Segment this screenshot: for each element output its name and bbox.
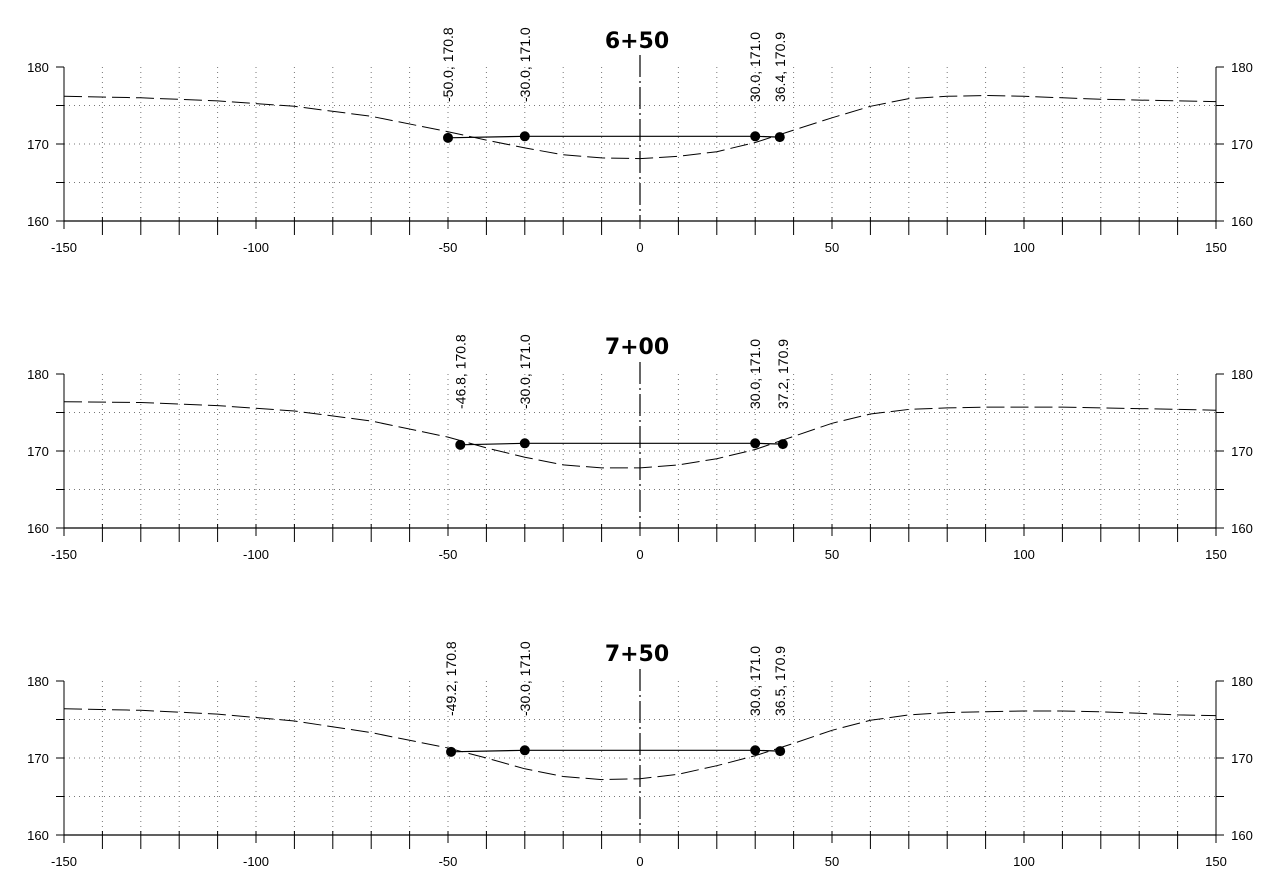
section-point (443, 132, 453, 143)
panel-plot: -150 -100 -50 0 50 100 150 160 160 170 170 180 180 -4… (27, 641, 1253, 869)
y-tick-label-left: 170 (27, 751, 49, 766)
y-tick-label-left: 160 (27, 828, 49, 843)
x-tick-label: -100 (243, 547, 269, 562)
y-tick-label-right: 160 (1231, 521, 1253, 536)
x-tick-label: 100 (1013, 547, 1035, 562)
section-point (774, 132, 785, 143)
section-point-label: -50.0, 170.8 (440, 27, 456, 102)
section-point-label: 30.0, 171.0 (747, 32, 763, 102)
x-tick-label: 50 (825, 240, 839, 255)
section-point-label: 36.4, 170.9 (772, 32, 788, 102)
x-tick-label: -150 (51, 547, 77, 562)
x-tick-label: 50 (825, 547, 839, 562)
x-tick-label: 100 (1013, 240, 1035, 255)
x-tick-label: 0 (636, 854, 643, 869)
y-tick-label-left: 160 (27, 214, 49, 229)
x-tick-label: -150 (51, 854, 77, 869)
panel-title: 7+00 (605, 335, 669, 360)
proposed-section-line (451, 749, 781, 753)
panel-plot: -150 -100 -50 0 50 100 150 160 160 170 170 180 180 -4… (27, 334, 1253, 562)
x-tick-label: 150 (1205, 240, 1227, 255)
cross-section-panel-3: 7+50 -150 -100 -50 0 50 100 150 160 160 170 170 180… (27, 641, 1253, 869)
y-tick-label-right: 180 (1231, 674, 1253, 689)
section-point-label: -46.8, 170.8 (452, 334, 468, 409)
x-tick-label: 150 (1205, 854, 1227, 869)
existing-ground-line (63, 401, 1217, 469)
x-tick-label: 0 (636, 547, 643, 562)
section-point (519, 131, 530, 142)
section-point-label: -49.2, 170.8 (443, 641, 459, 716)
x-tick-label: 50 (825, 854, 839, 869)
x-tick-label: 150 (1205, 547, 1227, 562)
y-tick-label-left: 170 (27, 444, 49, 459)
existing-ground-line (63, 94, 1217, 160)
y-tick-label-right: 180 (1231, 367, 1253, 382)
x-tick-label: -50 (439, 854, 458, 869)
panel-title: 7+50 (605, 642, 669, 667)
x-tick-label: 0 (636, 240, 643, 255)
y-tick-label-right: 180 (1231, 60, 1253, 75)
y-tick-label-right: 160 (1231, 214, 1253, 229)
cross-section-panel-2: 7+00 -150 -100 -50 0 50 100 150 160 160 170 170 180… (27, 334, 1253, 562)
x-tick-label: 100 (1013, 854, 1035, 869)
y-tick-label-left: 180 (27, 674, 49, 689)
x-tick-label: -100 (243, 240, 269, 255)
section-point (455, 439, 466, 450)
x-tick-label: -50 (439, 547, 458, 562)
section-point (775, 746, 786, 757)
section-point (519, 745, 530, 756)
section-point-label: -30.0, 171.0 (517, 334, 533, 409)
section-point (446, 746, 457, 757)
section-point-label: 30.0, 171.0 (747, 646, 763, 716)
x-tick-label: -50 (439, 240, 458, 255)
proposed-section-line (460, 442, 783, 446)
proposed-section-line (447, 135, 780, 139)
cross-section-panel-1: 6+50 -150 -100 -50 0 50 100 150 160 160 170 170 180… (27, 27, 1253, 255)
panel-plot: -150 -100 -50 0 50 100 150 160 160 170 170 180 180 -5… (27, 27, 1253, 255)
y-tick-label-left: 160 (27, 521, 49, 536)
section-point-label: -30.0, 171.0 (517, 27, 533, 102)
section-point (750, 438, 761, 449)
y-tick-label-right: 170 (1231, 137, 1253, 152)
y-tick-label-left: 180 (27, 60, 49, 75)
section-point (519, 438, 530, 449)
x-tick-label: -100 (243, 854, 269, 869)
y-tick-label-left: 170 (27, 137, 49, 152)
y-tick-label-right: 170 (1231, 751, 1253, 766)
panel-title: 6+50 (605, 29, 669, 54)
section-point-label: 30.0, 171.0 (747, 339, 763, 409)
section-point-label: -30.0, 171.0 (517, 641, 533, 716)
section-point-label: 37.2, 170.9 (775, 339, 791, 409)
section-point (750, 745, 761, 756)
section-point (777, 439, 788, 450)
section-point (750, 131, 761, 142)
y-tick-label-right: 160 (1231, 828, 1253, 843)
x-tick-label: -150 (51, 240, 77, 255)
y-tick-label-right: 170 (1231, 444, 1253, 459)
y-tick-label-left: 180 (27, 367, 49, 382)
existing-ground-line (63, 708, 1217, 781)
section-point-label: 36.5, 170.9 (772, 646, 788, 716)
